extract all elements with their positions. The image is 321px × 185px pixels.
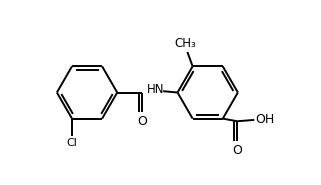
Text: O: O	[232, 144, 242, 157]
Text: OH: OH	[255, 113, 274, 126]
Text: HN: HN	[147, 83, 165, 96]
Text: O: O	[137, 115, 147, 128]
Text: Cl: Cl	[66, 138, 77, 148]
Text: CH₃: CH₃	[174, 37, 195, 50]
